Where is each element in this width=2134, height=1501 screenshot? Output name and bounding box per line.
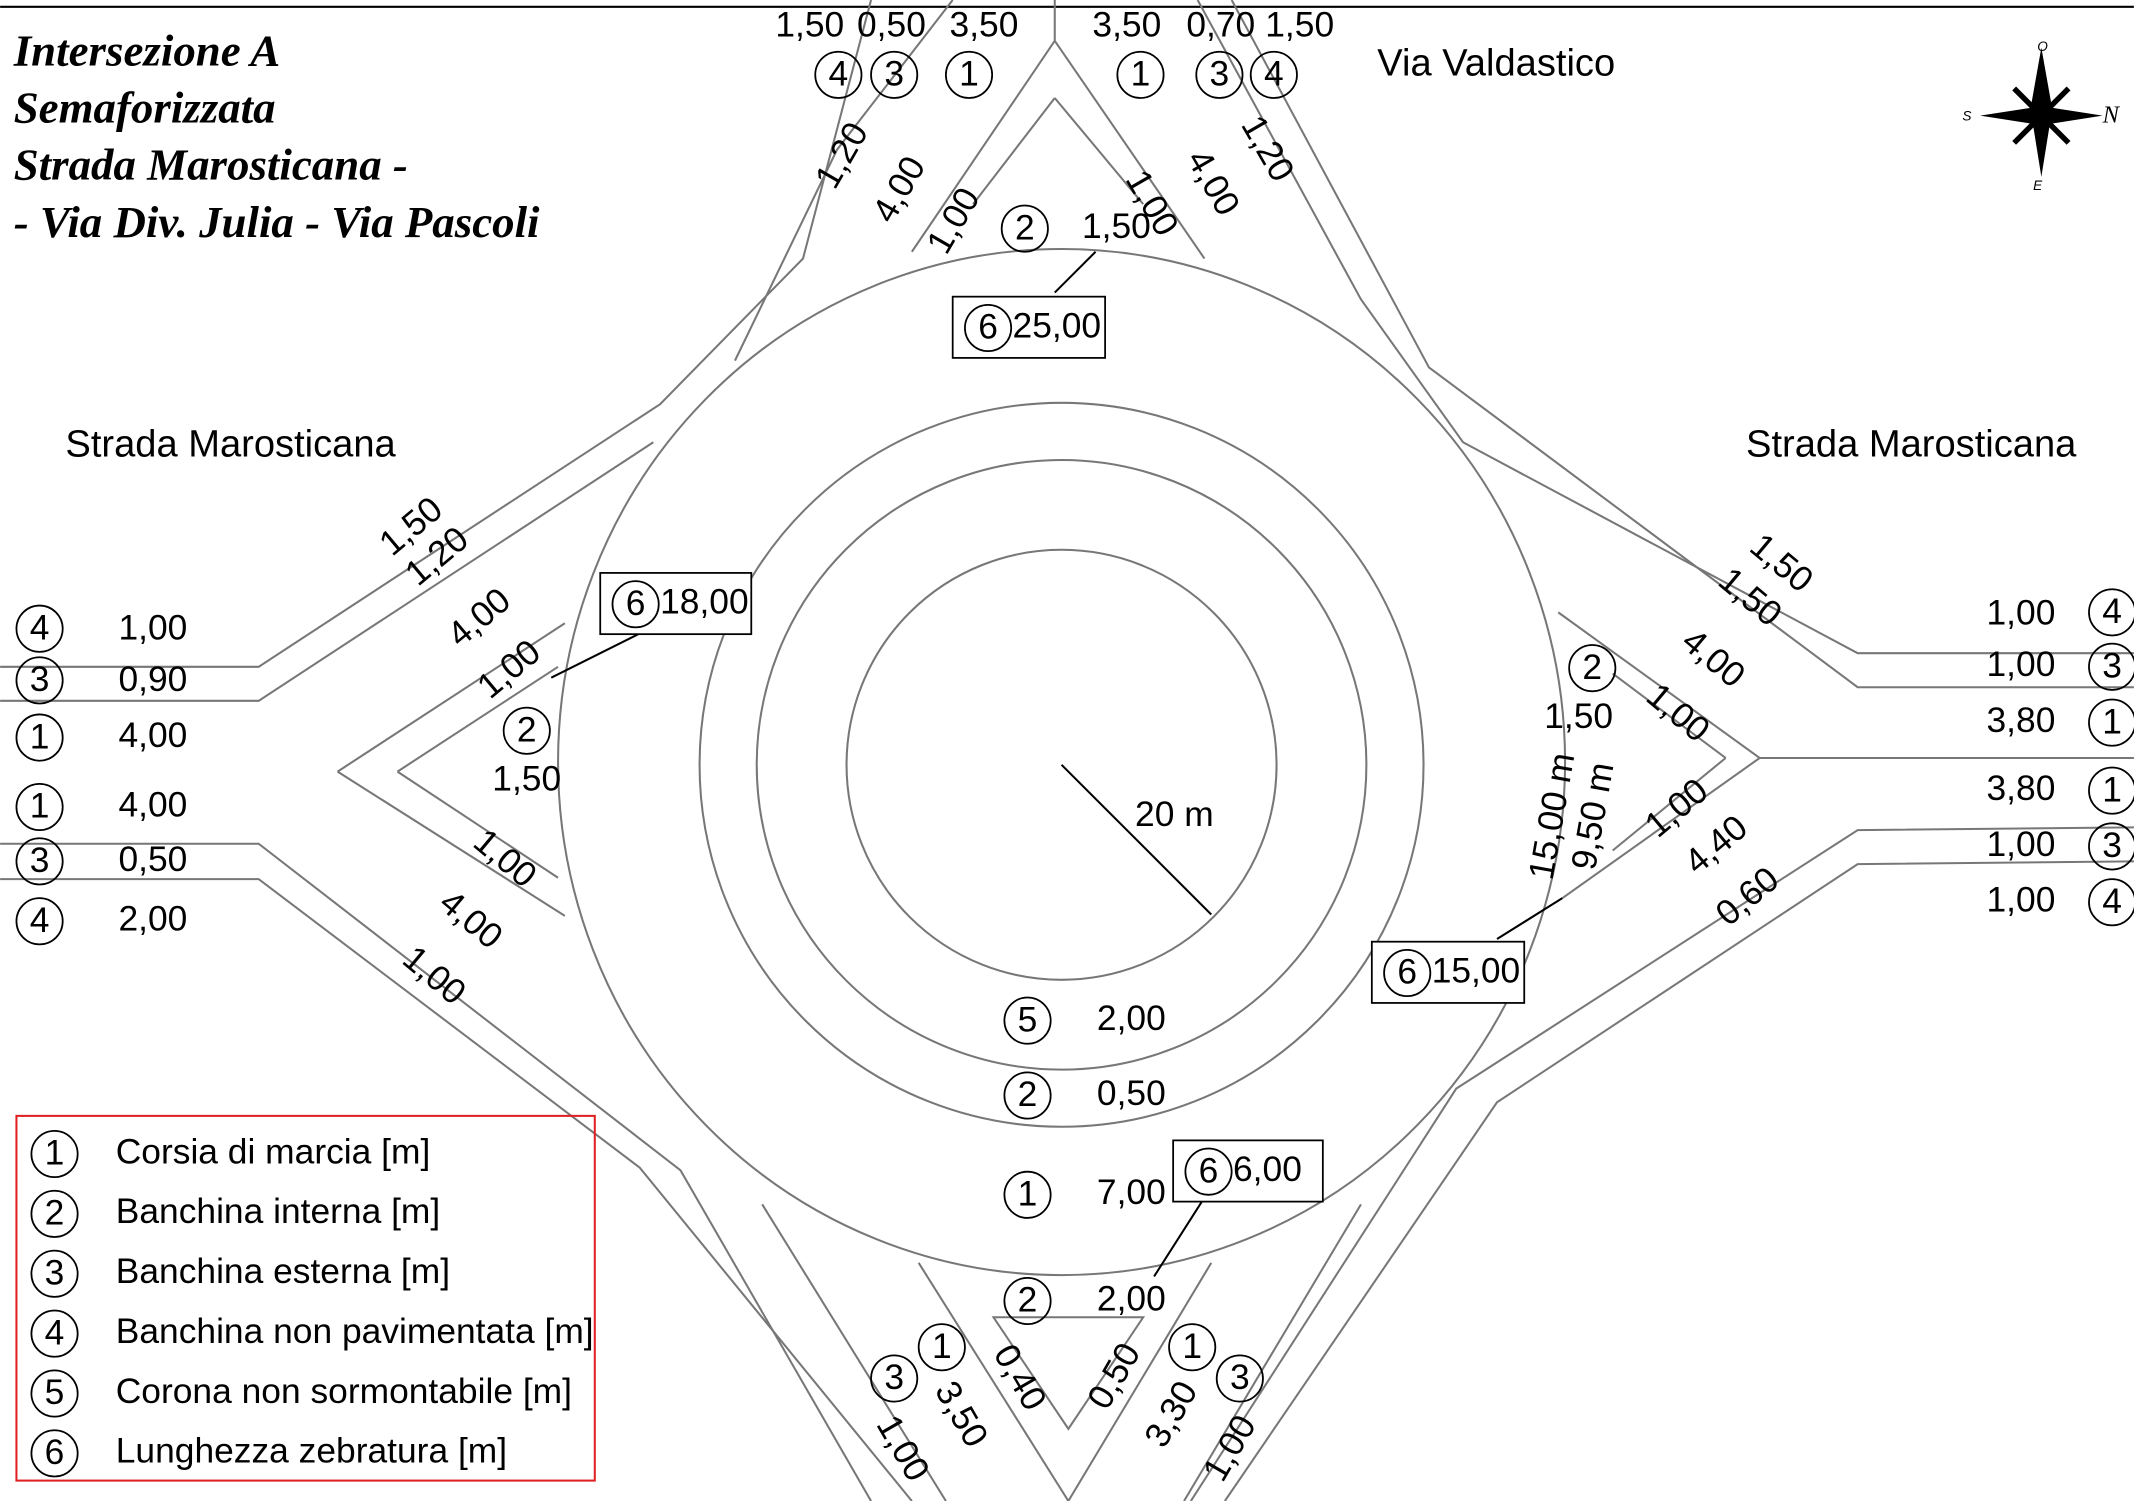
- marker-number: 2: [1015, 208, 1035, 247]
- legend-number: 5: [45, 1373, 65, 1412]
- road-name: Strada Marosticana: [65, 423, 396, 465]
- dimension-label: 1,00: [118, 608, 187, 647]
- compass-label: E: [2033, 178, 2043, 193]
- dimension-label: 4,00: [118, 785, 187, 824]
- marker-number: 3: [1210, 55, 1230, 94]
- dimension-label: 1,00: [1987, 593, 2056, 632]
- dimension-label: 3,50: [1092, 6, 1161, 45]
- radius-label: 20 m: [1135, 795, 1214, 834]
- marker-number: 4: [30, 901, 50, 940]
- box-number: 6: [1397, 953, 1417, 992]
- box-value: 18,00: [660, 583, 749, 622]
- legend-text: Corsia di marcia [m]: [116, 1132, 431, 1171]
- marker-number: 1: [2102, 702, 2122, 741]
- box-number: 6: [978, 308, 998, 347]
- compass-label: N: [2102, 102, 2121, 129]
- marker-number: 4: [2102, 592, 2122, 631]
- title-line: Strada Marosticana -: [14, 140, 408, 190]
- dimension-label: 1,50: [1082, 207, 1151, 246]
- marker-number: 1: [1131, 55, 1151, 94]
- legend-number: 1: [45, 1134, 65, 1173]
- marker-number: 3: [884, 1358, 904, 1397]
- legend-text: Banchina esterna [m]: [116, 1252, 450, 1291]
- dimension-label: 3,80: [1987, 701, 2056, 740]
- dimension-label: 1,50: [1544, 697, 1613, 736]
- marker-number: 5: [1018, 1000, 1038, 1039]
- legend-number: 3: [45, 1253, 65, 1292]
- dimension-label: 1,50: [1265, 6, 1334, 45]
- dimension-label: 7,00: [1097, 1173, 1166, 1212]
- dimension-label: 0,50: [118, 840, 187, 879]
- dimension-label: 1,00: [1987, 881, 2056, 920]
- title-line: Intersezione A: [13, 25, 280, 75]
- marker-number: 1: [30, 717, 50, 756]
- dimension-label: 0,70: [1186, 6, 1255, 45]
- box-number: 6: [626, 584, 646, 623]
- marker-number: 1: [2102, 770, 2122, 809]
- marker-number: 4: [1264, 55, 1284, 94]
- legend-number: 6: [45, 1433, 65, 1472]
- marker-number: 2: [1582, 648, 1602, 687]
- dimension-label: 0,50: [857, 6, 926, 45]
- marker-number: 1: [959, 55, 979, 94]
- dimension-label: 2,00: [1097, 999, 1166, 1038]
- dimension-label: 1,50: [492, 759, 561, 798]
- compass-label: O: [2037, 39, 2048, 54]
- compass-label: S: [1962, 109, 1971, 124]
- legend-text: Lunghezza zebratura [m]: [116, 1432, 507, 1471]
- dimension-label: 3,80: [1987, 769, 2056, 808]
- dimension-label: 3,50: [950, 6, 1019, 45]
- legend-text: Banchina non pavimentata [m]: [116, 1312, 594, 1351]
- road-name: Strada Marosticana: [1746, 423, 2077, 465]
- legend-text: Corona non sormontabile [m]: [116, 1372, 572, 1411]
- marker-number: 1: [1182, 1327, 1202, 1366]
- marker-number: 4: [829, 55, 849, 94]
- legend-text: Banchina interna [m]: [116, 1192, 440, 1231]
- dimension-label: 4,00: [118, 716, 187, 755]
- marker-number: 3: [30, 841, 50, 880]
- marker-number: 1: [30, 787, 50, 826]
- dimension-label: 2,00: [1097, 1279, 1166, 1318]
- roundabout-plan: O S N E Intersezione A Semaforizzata Str…: [0, 0, 2134, 1501]
- marker-number: 2: [1018, 1075, 1038, 1114]
- dimension-label: 1,50: [775, 6, 844, 45]
- marker-number: 3: [1230, 1358, 1250, 1397]
- dimension-label: 0,50: [1097, 1074, 1166, 1113]
- road-name: Via Valdastico: [1377, 42, 1615, 84]
- box-value: 6,00: [1233, 1150, 1302, 1189]
- marker-number: 2: [1018, 1281, 1038, 1320]
- box-number: 6: [1199, 1151, 1219, 1190]
- marker-number: 3: [2102, 647, 2122, 686]
- dimension-label: 1,00: [1987, 825, 2056, 864]
- legend-number: 2: [45, 1194, 65, 1233]
- marker-number: 3: [884, 55, 904, 94]
- title-line: - Via Div. Julia - Via Pascoli: [14, 197, 540, 247]
- marker-number: 1: [932, 1327, 952, 1366]
- dimension-label: 0,90: [118, 660, 187, 699]
- title-line: Semaforizzata: [14, 82, 276, 132]
- dimension-label: 2,00: [118, 900, 187, 939]
- legend-number: 4: [45, 1313, 65, 1352]
- marker-number: 2: [517, 710, 537, 749]
- marker-number: 3: [30, 660, 50, 699]
- marker-number: 1: [1018, 1175, 1038, 1214]
- dimension-label: 1,00: [1987, 645, 2056, 684]
- box-value: 25,00: [1013, 306, 1102, 345]
- marker-number: 4: [2102, 882, 2122, 921]
- box-value: 15,00: [1432, 951, 1521, 990]
- marker-number: 3: [2102, 826, 2122, 865]
- marker-number: 4: [30, 608, 50, 647]
